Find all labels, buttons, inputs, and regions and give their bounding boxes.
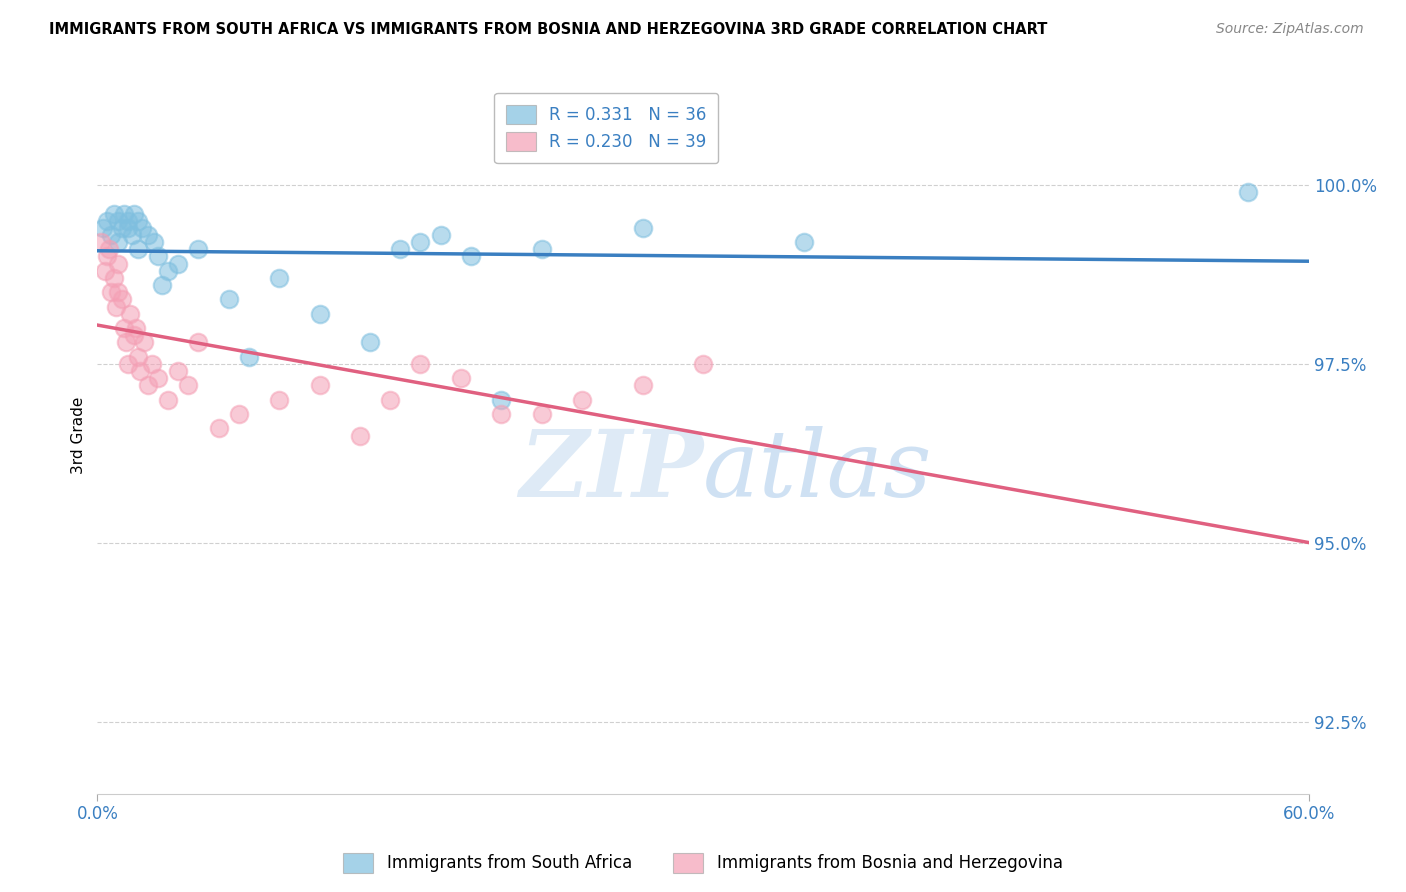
Point bbox=[491, 407, 513, 421]
Text: atlas: atlas bbox=[703, 426, 932, 516]
Point bbox=[107, 213, 129, 227]
Point bbox=[142, 235, 165, 249]
Point bbox=[103, 206, 125, 220]
Point bbox=[117, 213, 139, 227]
Point bbox=[107, 257, 129, 271]
Point bbox=[103, 271, 125, 285]
Point bbox=[122, 328, 145, 343]
Point bbox=[167, 364, 190, 378]
Point bbox=[107, 235, 129, 249]
Point bbox=[131, 220, 153, 235]
Y-axis label: 3rd Grade: 3rd Grade bbox=[72, 397, 86, 475]
Point bbox=[112, 206, 135, 220]
Point bbox=[1237, 185, 1260, 199]
Point bbox=[146, 250, 169, 264]
Point bbox=[269, 392, 291, 407]
Point bbox=[128, 364, 150, 378]
Point bbox=[389, 243, 412, 257]
Point bbox=[100, 227, 122, 242]
Point bbox=[167, 257, 190, 271]
Point bbox=[127, 350, 149, 364]
Point bbox=[127, 213, 149, 227]
Point bbox=[269, 271, 291, 285]
Point bbox=[157, 392, 180, 407]
Point bbox=[98, 243, 121, 257]
Text: IMMIGRANTS FROM SOUTH AFRICA VS IMMIGRANTS FROM BOSNIA AND HERZEGOVINA 3RD GRADE: IMMIGRANTS FROM SOUTH AFRICA VS IMMIGRAN… bbox=[49, 22, 1047, 37]
Point bbox=[110, 220, 132, 235]
Point bbox=[136, 227, 159, 242]
Point bbox=[141, 357, 163, 371]
Point bbox=[121, 227, 143, 242]
Point bbox=[793, 235, 815, 249]
Point bbox=[631, 378, 654, 392]
Point bbox=[118, 307, 141, 321]
Point bbox=[429, 227, 451, 242]
Point bbox=[114, 335, 136, 350]
Point bbox=[228, 407, 250, 421]
Point bbox=[117, 220, 139, 235]
Point bbox=[96, 250, 118, 264]
Point bbox=[450, 371, 472, 385]
Point bbox=[107, 285, 129, 300]
Point bbox=[93, 220, 115, 235]
Point bbox=[94, 264, 117, 278]
Point bbox=[96, 213, 118, 227]
Point bbox=[187, 243, 209, 257]
Point bbox=[187, 335, 209, 350]
Point bbox=[100, 285, 122, 300]
Point bbox=[150, 278, 173, 293]
Point bbox=[104, 300, 127, 314]
Text: Source: ZipAtlas.com: Source: ZipAtlas.com bbox=[1216, 22, 1364, 37]
Point bbox=[571, 392, 593, 407]
Point bbox=[177, 378, 200, 392]
Point bbox=[530, 243, 553, 257]
Text: ZIP: ZIP bbox=[519, 426, 703, 516]
Point bbox=[359, 335, 381, 350]
Point bbox=[157, 264, 180, 278]
Point bbox=[349, 428, 371, 442]
Point bbox=[308, 378, 330, 392]
Point bbox=[136, 378, 159, 392]
Point bbox=[117, 357, 139, 371]
Point bbox=[127, 243, 149, 257]
Point bbox=[90, 235, 112, 249]
Point bbox=[631, 220, 654, 235]
Point bbox=[146, 371, 169, 385]
Point bbox=[207, 421, 229, 435]
Point bbox=[112, 321, 135, 335]
Point bbox=[218, 293, 240, 307]
Point bbox=[409, 235, 432, 249]
Legend: R = 0.331   N = 36, R = 0.230   N = 39: R = 0.331 N = 36, R = 0.230 N = 39 bbox=[495, 93, 718, 163]
Point bbox=[380, 392, 402, 407]
Point bbox=[460, 250, 482, 264]
Point bbox=[122, 206, 145, 220]
Legend: Immigrants from South Africa, Immigrants from Bosnia and Herzegovina: Immigrants from South Africa, Immigrants… bbox=[336, 847, 1070, 880]
Point bbox=[308, 307, 330, 321]
Point bbox=[491, 392, 513, 407]
Point bbox=[125, 321, 148, 335]
Point bbox=[692, 357, 714, 371]
Point bbox=[132, 335, 155, 350]
Point bbox=[238, 350, 260, 364]
Point bbox=[530, 407, 553, 421]
Point bbox=[409, 357, 432, 371]
Point bbox=[110, 293, 132, 307]
